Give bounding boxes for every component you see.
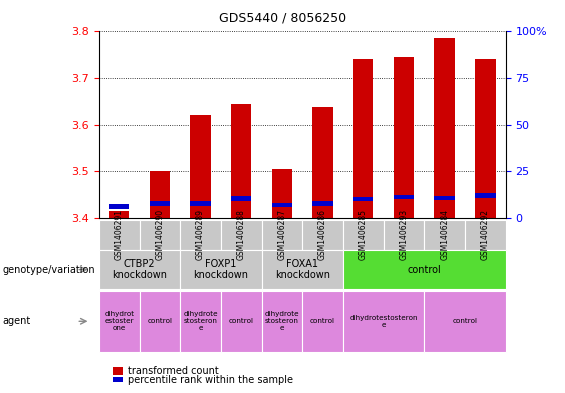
Bar bbox=[475, 59, 496, 218]
Text: control: control bbox=[407, 264, 441, 275]
Bar bbox=[312, 201, 333, 206]
Text: GSM1406285: GSM1406285 bbox=[359, 209, 368, 260]
Text: GSM1406290: GSM1406290 bbox=[155, 209, 164, 261]
Bar bbox=[272, 203, 292, 208]
Text: transformed count: transformed count bbox=[128, 365, 219, 376]
Bar bbox=[394, 57, 414, 218]
Bar bbox=[190, 116, 211, 218]
Text: GSM1406284: GSM1406284 bbox=[440, 209, 449, 260]
Bar bbox=[231, 196, 251, 201]
Text: control: control bbox=[453, 318, 477, 324]
Text: percentile rank within the sample: percentile rank within the sample bbox=[128, 375, 293, 385]
Bar bbox=[109, 204, 129, 209]
Text: dihydrotestosteron
e: dihydrotestosteron e bbox=[349, 315, 418, 328]
Text: control: control bbox=[147, 318, 172, 324]
Bar bbox=[150, 171, 170, 218]
Text: GSM1406291: GSM1406291 bbox=[115, 209, 124, 260]
Text: FOXP1
knockdown: FOXP1 knockdown bbox=[193, 259, 249, 280]
Text: control: control bbox=[229, 318, 254, 324]
Bar bbox=[434, 39, 455, 218]
Text: agent: agent bbox=[3, 316, 31, 326]
Bar bbox=[272, 169, 292, 218]
Bar bbox=[312, 107, 333, 218]
Bar bbox=[150, 201, 170, 206]
Text: FOXA1
knockdown: FOXA1 knockdown bbox=[275, 259, 330, 280]
Text: dihydrot
estoster
one: dihydrot estoster one bbox=[104, 311, 134, 331]
Bar bbox=[190, 201, 211, 206]
Text: dihydrote
stosteron
e: dihydrote stosteron e bbox=[183, 311, 218, 331]
Bar bbox=[394, 195, 414, 200]
Text: genotype/variation: genotype/variation bbox=[3, 264, 95, 275]
Text: GSM1406292: GSM1406292 bbox=[481, 209, 490, 260]
Text: GSM1406286: GSM1406286 bbox=[318, 209, 327, 260]
Text: GSM1406288: GSM1406288 bbox=[237, 209, 246, 260]
Text: GSM1406289: GSM1406289 bbox=[196, 209, 205, 260]
Text: dihydrote
stosteron
e: dihydrote stosteron e bbox=[264, 311, 299, 331]
Bar bbox=[434, 196, 455, 200]
Bar bbox=[353, 59, 373, 218]
Bar bbox=[475, 193, 496, 198]
Text: control: control bbox=[310, 318, 335, 324]
Bar bbox=[231, 104, 251, 218]
Text: CTBP2
knockdown: CTBP2 knockdown bbox=[112, 259, 167, 280]
Bar bbox=[109, 211, 129, 218]
Text: GSM1406287: GSM1406287 bbox=[277, 209, 286, 260]
Text: GSM1406293: GSM1406293 bbox=[399, 209, 408, 261]
Text: GDS5440 / 8056250: GDS5440 / 8056250 bbox=[219, 12, 346, 25]
Bar bbox=[353, 196, 373, 201]
